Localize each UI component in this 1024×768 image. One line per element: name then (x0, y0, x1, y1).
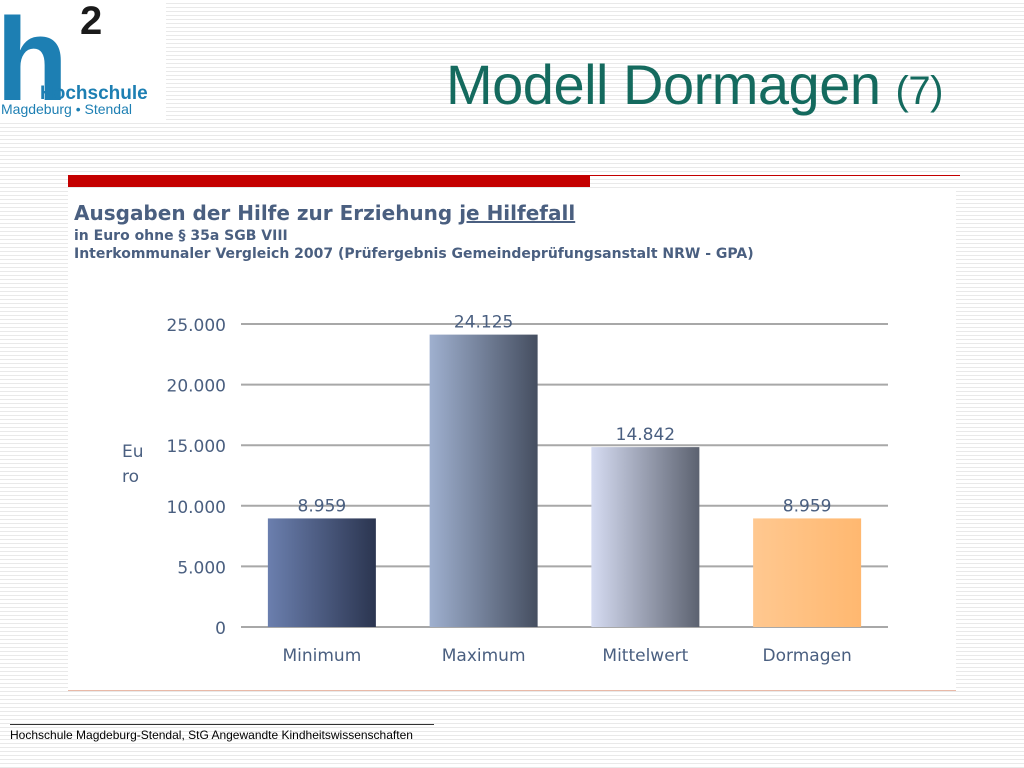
y-tick-label: 20.000 (167, 377, 226, 397)
accent-bar (68, 175, 590, 187)
y-tick-label: 15.000 (167, 437, 226, 457)
logo-letter: h (0, 0, 68, 122)
y-tick-label: 5.000 (177, 558, 226, 578)
chart-title-emphasis: je Hilfefall (459, 201, 576, 225)
logo-superscript: 2 (80, 0, 102, 43)
data-label: 24.125 (454, 313, 513, 333)
footer-text: Hochschule Magdeburg-Stendal, StG Angewa… (10, 728, 413, 742)
bar-chart: 0 5.000 10.000 15.000 20.000 25.000 Eu ro 8.959 M… (122, 313, 888, 666)
chart-subtitle-2: Interkommunaler Vergleich 2007 (Prüferge… (74, 246, 754, 262)
chart-panel: Ausgaben der Hilfe zur Erziehung je Hilf… (68, 189, 956, 691)
slide-title: Modell Dormagen (7) (446, 52, 943, 117)
hochschule-logo: h 2 Hochschule Magdeburg • Stendal (0, 0, 166, 122)
bar-dormagen (753, 518, 862, 627)
chart-title: Ausgaben der Hilfe zur Erziehung je Hilf… (74, 201, 575, 225)
data-label: 14.842 (616, 425, 675, 445)
x-tick-label: Maximum (442, 646, 526, 666)
slide-title-number: (7) (895, 69, 944, 113)
bar-maximum (429, 334, 538, 627)
logo-h-mark: h 2 (0, 0, 102, 122)
footer-rule (10, 724, 434, 725)
y-tick-label: 25.000 (167, 316, 226, 336)
x-tick-label: Mittelwert (602, 646, 688, 666)
x-tick-label: Dormagen (763, 646, 852, 666)
logo-name: Hochschule (40, 83, 148, 104)
data-label: 8.959 (298, 496, 347, 516)
y-tick-label: 0 (215, 619, 226, 639)
chart-subtitle-1: in Euro ohne § 35a SGB VIII (74, 228, 288, 244)
y-axis-label: Eu (122, 442, 144, 462)
y-axis-label: ro (122, 467, 139, 487)
y-tick-label: 10.000 (167, 498, 226, 518)
chart-title-prefix: Ausgaben der Hilfe zur Erziehung (74, 201, 460, 225)
bar-mittelwert (591, 447, 700, 627)
accent-line (590, 175, 960, 176)
slide-title-text: Modell Dormagen (446, 53, 881, 116)
data-label: 8.959 (783, 496, 832, 516)
x-tick-label: Minimum (282, 646, 361, 666)
bar-minimum (267, 518, 376, 627)
logo-location: Magdeburg • Stendal (1, 101, 132, 117)
